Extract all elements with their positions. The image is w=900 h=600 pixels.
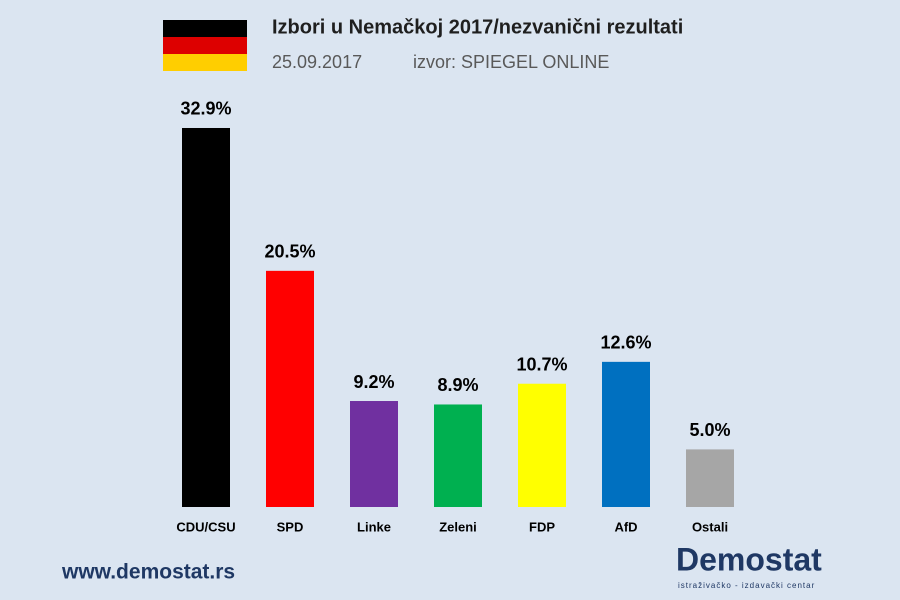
value-label: 12.6% — [600, 333, 651, 353]
x-tick-label: SPD — [277, 519, 304, 534]
value-label: 5.0% — [689, 420, 730, 440]
logo-tagline: istraživačko - izdavački centar — [678, 581, 815, 590]
value-label: 32.9% — [180, 99, 231, 119]
value-label: 9.2% — [353, 372, 394, 392]
x-tick-label: CDU/CSU — [176, 519, 235, 534]
bar — [434, 404, 482, 507]
bar — [350, 401, 398, 507]
value-label: 20.5% — [264, 242, 315, 262]
footer-url: www.demostat.rs — [61, 561, 235, 584]
value-label: 8.9% — [437, 375, 478, 395]
flag-stripe — [163, 37, 247, 54]
value-label: 10.7% — [516, 354, 567, 374]
x-tick-label: Zeleni — [439, 519, 477, 534]
flag-stripe — [163, 20, 247, 37]
logo: Demostat — [676, 541, 822, 577]
source: izvor: SPIEGEL ONLINE — [413, 52, 609, 72]
bar — [182, 127, 230, 507]
bar — [518, 383, 566, 507]
flag-stripe — [163, 54, 247, 71]
x-tick-label: Linke — [357, 519, 391, 534]
x-tick-label: Ostali — [692, 519, 728, 534]
bar — [266, 270, 314, 507]
bar — [602, 361, 650, 507]
x-tick-label: FDP — [529, 519, 555, 534]
date: 25.09.2017 — [272, 52, 362, 72]
bar — [686, 449, 734, 507]
x-tick-label: AfD — [614, 519, 637, 534]
flag — [163, 20, 247, 71]
chart-title: Izbori u Nemačkoj 2017/nezvanični rezult… — [272, 16, 683, 38]
